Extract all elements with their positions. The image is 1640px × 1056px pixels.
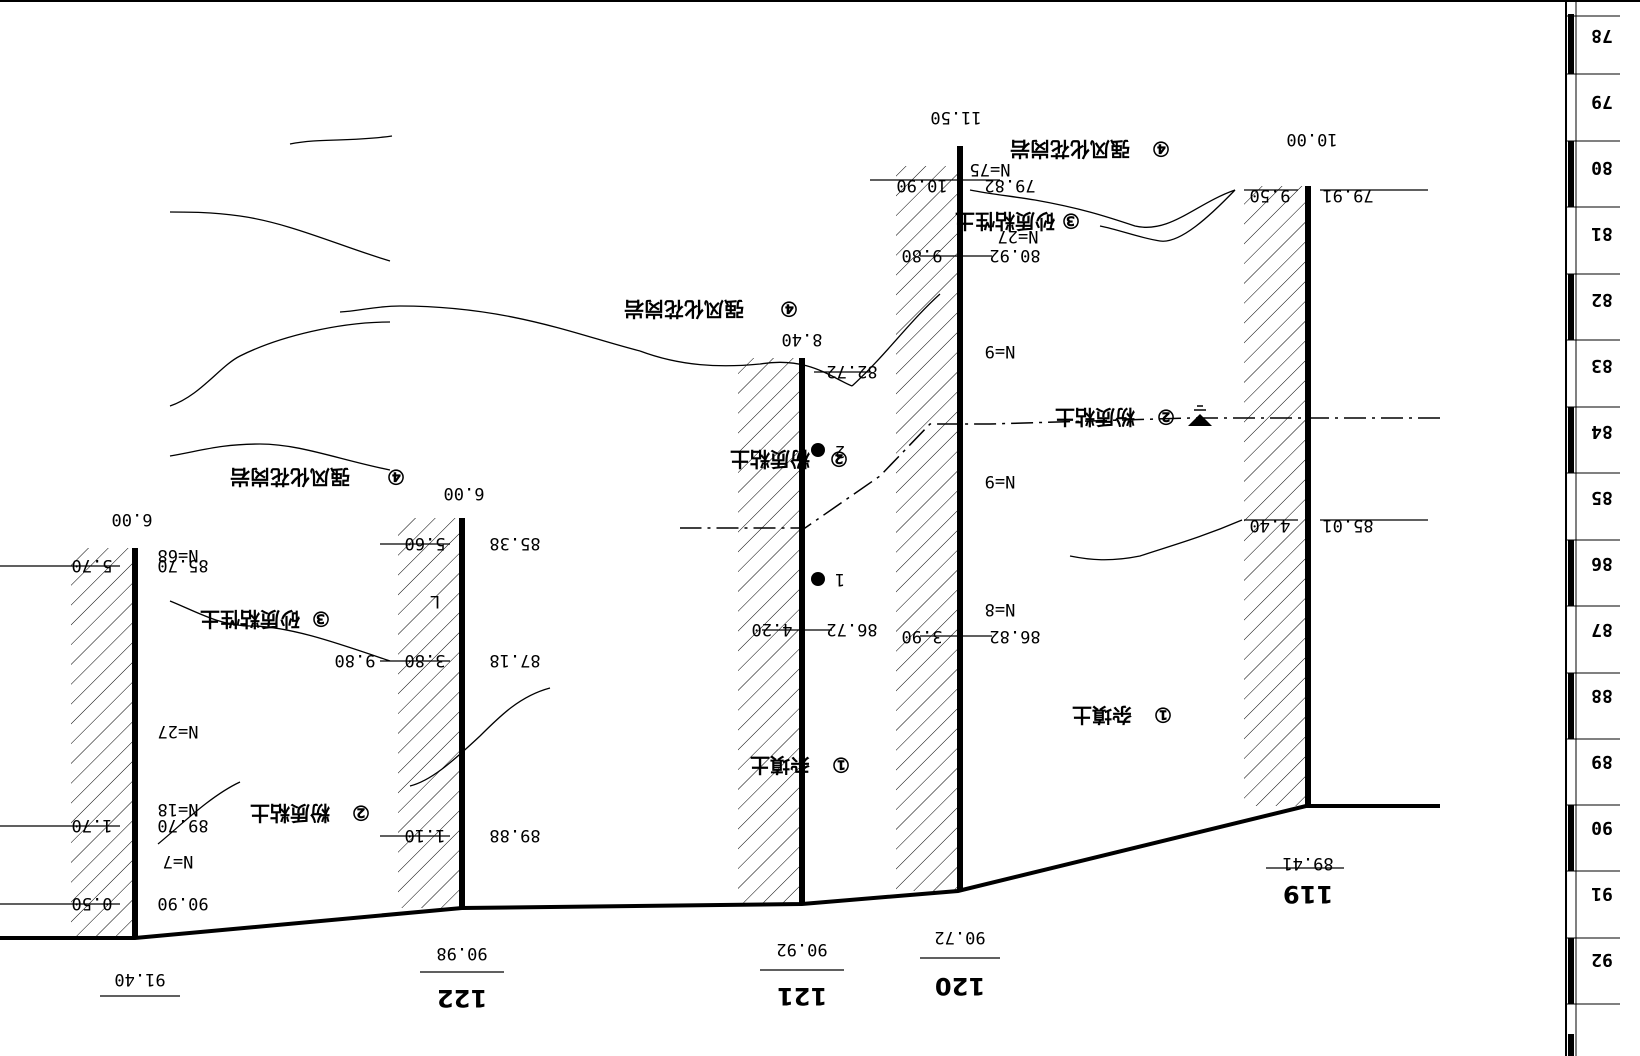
depth-label: 0.50 bbox=[72, 893, 113, 913]
water-table-symbol bbox=[1188, 405, 1212, 426]
scale-label: 87 bbox=[1591, 619, 1613, 640]
layer-name: 粉质粘土 bbox=[730, 447, 810, 471]
ground-elevation-label: 90.92 bbox=[776, 939, 827, 959]
depth-label: 1.10 bbox=[405, 825, 446, 845]
layer-number: ① bbox=[1154, 703, 1172, 727]
elevation-label: 79.82 bbox=[984, 175, 1035, 195]
blow-count: N=9 bbox=[985, 471, 1016, 491]
borehole-120: 79.82 10.90 80.92 9.80 86.82 3.90 11.50 … bbox=[870, 107, 1041, 1000]
layer-number: ③ bbox=[1062, 209, 1080, 233]
elevation-label: 90.90 bbox=[157, 893, 208, 913]
depth-label: 9.80 bbox=[902, 245, 943, 265]
scale-label: 78 bbox=[1591, 25, 1613, 46]
elevation-label: 89.88 bbox=[489, 825, 540, 845]
scale-label: 88 bbox=[1591, 685, 1613, 706]
strata-boundaries bbox=[157, 135, 1243, 845]
sample-point bbox=[811, 443, 825, 457]
borehole-122: 85.38 5.60 87.18 3.80 89.88 1.10 6.00 90… bbox=[335, 483, 541, 1012]
elevation-label: 87.18 bbox=[489, 650, 540, 670]
layer-number: ④ bbox=[387, 465, 405, 489]
layer-number: ② bbox=[830, 447, 848, 471]
scale-label: 84 bbox=[1591, 421, 1613, 442]
blow-count: N=7 bbox=[163, 851, 194, 871]
scale-label: 85 bbox=[1591, 487, 1613, 508]
hole-depth-label: 8.40 bbox=[782, 329, 823, 349]
scale-label: 80 bbox=[1591, 157, 1613, 178]
elevation-label: 80.92 bbox=[989, 245, 1040, 265]
borehole-119: 79.91 9.50 85.01 4.40 10.00 89.41 119 bbox=[1244, 129, 1428, 908]
layer-number: ② bbox=[352, 801, 370, 825]
legend-symbol: L bbox=[430, 591, 440, 611]
depth-label: 5.60 bbox=[405, 533, 446, 553]
elevation-label: 85.01 bbox=[1322, 515, 1373, 535]
layer-number: ① bbox=[832, 753, 850, 777]
ground-elevation-label: 89.41 bbox=[1282, 853, 1333, 873]
ground-elevation-label: 90.72 bbox=[934, 927, 985, 947]
blow-count: N=27 bbox=[158, 721, 199, 741]
depth-label: 3.90 bbox=[902, 626, 943, 646]
blow-count: N=75 bbox=[970, 159, 1011, 179]
depth-label: 5.70 bbox=[72, 555, 113, 575]
sample-point bbox=[811, 572, 825, 586]
scale-label: 81 bbox=[1591, 223, 1613, 244]
ground-elevation-label: 91.40 bbox=[114, 969, 165, 989]
layer-number: ② bbox=[1157, 405, 1175, 429]
borehole-id: 122 bbox=[437, 984, 487, 1012]
borehole-id: 120 bbox=[935, 972, 985, 1000]
layer-name: 杂填土 bbox=[1072, 703, 1132, 727]
hole-depth-label: 6.00 bbox=[112, 509, 153, 529]
elevation-label: 86.72 bbox=[826, 619, 877, 639]
depth-label: 3.80 bbox=[405, 650, 446, 670]
scale-label: 91 bbox=[1591, 883, 1613, 904]
layer-number: ④ bbox=[780, 297, 798, 321]
blow-count: N=27 bbox=[998, 226, 1039, 246]
scale-label: 86 bbox=[1591, 553, 1613, 574]
scale-label: 83 bbox=[1591, 355, 1613, 376]
borehole-left: 85.70 5.70 89.70 1.70 90.90 0.50 6.00 91… bbox=[0, 509, 209, 997]
depth-label: 4.40 bbox=[1250, 515, 1291, 535]
layer-number: ③ bbox=[312, 607, 330, 631]
depth-label: 10.90 bbox=[896, 175, 947, 195]
scale-label: 92 bbox=[1591, 949, 1613, 970]
elevation-scale: 78 79 80 81 82 83 84 85 86 87 88 89 90 9… bbox=[1565, 0, 1620, 1056]
elevation-label: 82.72 bbox=[826, 361, 877, 381]
blow-count: N=8 bbox=[985, 599, 1016, 619]
elevation-label: 85.70 bbox=[157, 555, 208, 575]
scale-label: 90 bbox=[1591, 817, 1613, 838]
layer-name: 杂填土 bbox=[750, 753, 810, 777]
layer-name: 强风化花岗岩 bbox=[1010, 137, 1130, 161]
elevation-label: 85.38 bbox=[489, 533, 540, 553]
layer-name: 砂质粘性土 bbox=[955, 209, 1055, 233]
blow-count: N=18 bbox=[158, 799, 199, 819]
hole-depth-label: 11.50 bbox=[930, 107, 981, 127]
layer-name: 强风化花岗岩 bbox=[624, 297, 744, 321]
depth-label: 4.20 bbox=[752, 619, 793, 639]
layer-number: ④ bbox=[1152, 137, 1170, 161]
depth-label: 9.50 bbox=[1250, 185, 1291, 205]
layer-name: 粉质粘土 bbox=[250, 801, 330, 825]
elevation-label: 89.70 bbox=[157, 815, 208, 835]
depth-label: 1.70 bbox=[72, 815, 113, 835]
blow-count: N=68 bbox=[158, 545, 199, 565]
ground-elevation-label: 90.98 bbox=[436, 943, 487, 963]
sample-label: 1 bbox=[835, 569, 845, 589]
ground-surface-line bbox=[0, 804, 1440, 940]
elevation-label: 79.91 bbox=[1322, 185, 1373, 205]
layer-name: 粉质粘土 bbox=[1055, 405, 1135, 429]
layer-name: 强风化花岗岩 bbox=[230, 465, 350, 489]
borehole-id: 119 bbox=[1283, 880, 1333, 908]
hole-depth-label: 6.00 bbox=[444, 483, 485, 503]
hole-depth-label: 10.00 bbox=[1286, 129, 1337, 149]
layer-name: 砂质粘性土 bbox=[200, 607, 300, 631]
sample-label: 2 bbox=[835, 441, 845, 461]
blow-count: N=9 bbox=[985, 341, 1016, 361]
scale-label: 79 bbox=[1591, 91, 1613, 112]
borehole-id: 121 bbox=[777, 982, 827, 1010]
scale-label: 82 bbox=[1591, 289, 1613, 310]
borehole-121: 82.72 86.72 4.20 8.40 90.92 2 1 121 bbox=[738, 329, 878, 1010]
elevation-label: 86.82 bbox=[989, 626, 1040, 646]
scale-label: 89 bbox=[1591, 751, 1613, 772]
depth-label: 9.80 bbox=[335, 650, 376, 670]
